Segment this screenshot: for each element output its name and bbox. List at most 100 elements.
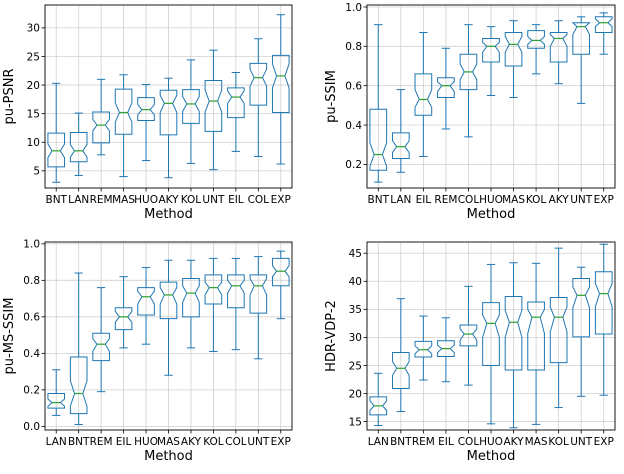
box-body [69,132,88,163]
x-tick-label: MAS [157,436,180,448]
y-tick-label: 30 [349,332,362,344]
x-tick-label: EIL [116,436,132,448]
x-tick-label: KOL [548,436,569,448]
y-tick-label: 1.0 [23,239,40,251]
y-tick-label: 0.6 [345,80,362,92]
y-tick-label: 20 [27,80,40,92]
y-tick-label: 0.2 [23,385,40,397]
y-tick-label: 0.0 [23,421,40,433]
box-body [227,274,245,309]
x-tick-label: LAN [46,436,67,448]
x-tick-label: LAN [68,194,89,206]
x-tick-label: AKY [181,436,202,448]
box-huo [482,26,500,97]
x-tick-label: EXP [594,194,614,206]
box-kol [182,59,200,164]
y-tick-label: 25 [349,360,362,372]
x-tick-label: EIL [438,436,454,448]
x-tick-label: REM [90,194,113,206]
box-lan [391,89,410,173]
box-exp [271,250,290,320]
box-body [92,111,110,144]
box-body [137,97,155,122]
x-tick-label: EIL [416,194,432,206]
box-mas [527,262,545,425]
y-tick-label: 20 [349,388,362,400]
y-tick-label: 35 [349,304,362,316]
y-tick-label: 0.2 [345,159,362,171]
y-tick-label: 45 [349,248,362,260]
x-tick-label: COL [225,436,247,448]
y-tick-label: 0.4 [345,120,362,132]
box-unt [571,16,591,104]
box-body [594,271,613,335]
box-huo [482,263,500,425]
x-tick-label: HUO [134,436,158,448]
x-tick-label: KOL [181,194,202,206]
box-kol [549,247,568,409]
box-bnt [47,82,66,183]
x-tick-label: BNT [45,194,67,206]
box-body [459,53,478,91]
box-body [114,88,133,135]
x-tick-label: UNT [247,436,270,448]
box-eil [114,276,133,349]
x-tick-label: KOL [203,436,224,448]
y-tick-label: 0.6 [23,312,40,324]
x-tick-label: UNT [202,194,225,206]
x-tick-label: MAS [525,436,548,448]
x-tick-label: UNT [570,436,593,448]
subplot-2: 0.2 0.4 0.6 0.8 1.0 BNT LAN EIL REM COL HUO MAS KOL A… [324,2,616,222]
y-tick-label: 30 [27,23,40,35]
y-axis-label: pu-PSNR [2,68,17,124]
box-body [437,77,455,98]
box-unt [249,256,268,360]
box-aky [504,262,523,429]
box-col [459,285,478,386]
box-exp [594,12,613,55]
box-col [249,38,268,158]
box-body [527,30,545,49]
x-tick-label: HUO [479,436,503,448]
box-body [271,54,290,114]
box-body [594,16,613,34]
box-body [437,340,455,357]
y-tick-label: 15 [349,416,362,428]
box-body [159,89,178,136]
box-body [391,132,410,159]
y-axis-label: pu-MS-SSIM [2,298,17,375]
box-body [482,302,500,366]
box-body [182,278,200,318]
box-huo [137,267,155,345]
box-col [227,257,245,351]
y-tick-label: 10 [27,137,40,149]
box-bnt [369,24,388,183]
box-rem [437,47,455,130]
y-tick-label: 5 [33,166,40,178]
x-tick-label: HUO [479,194,503,206]
x-tick-label: EXP [271,436,291,448]
x-tick-label: REM [90,436,113,448]
y-tick-label: 0.4 [23,348,40,360]
box-body [92,332,110,362]
box-body [459,324,478,347]
box-rem [92,78,110,156]
box-huo [137,83,155,162]
x-tick-label: COL [458,194,480,206]
box-unt [204,49,223,171]
box-body [571,22,591,55]
x-tick-label: HUO [134,194,158,206]
x-tick-label: MAS [502,194,525,206]
x-tick-label: EIL [228,194,244,206]
x-tick-label: EXP [271,194,291,206]
box-body [271,257,290,287]
x-tick-label: BNT [68,436,90,448]
box-mas [504,20,523,98]
box-body [482,37,500,63]
box-rem [414,315,433,381]
x-axis-label: Method [144,207,193,222]
box-body [249,62,268,106]
box-body [369,396,388,416]
box-mas [114,74,133,178]
